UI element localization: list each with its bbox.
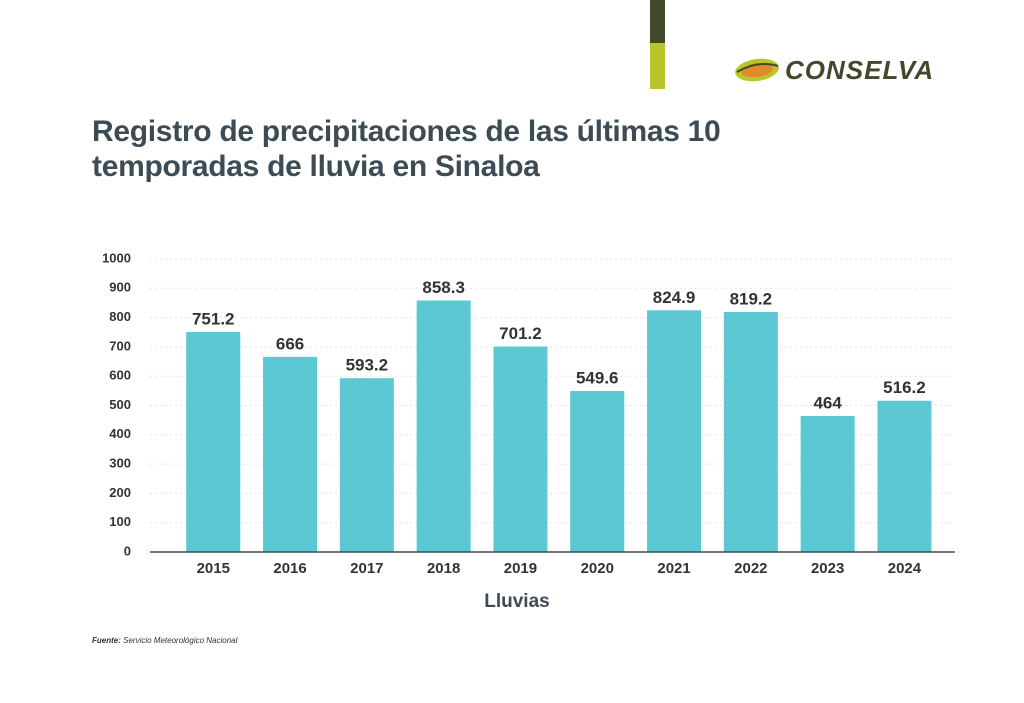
y-tick-label: 800 [109, 309, 131, 324]
bar [416, 300, 471, 552]
value-label: 516.2 [883, 378, 926, 397]
bar [723, 311, 778, 552]
x-tick-label: 2024 [888, 560, 922, 577]
value-label: 593.2 [346, 356, 389, 375]
value-label: 666 [276, 334, 304, 353]
y-tick-label: 700 [109, 338, 131, 353]
brand-bar-light [650, 43, 665, 89]
source-label: Fuente: [92, 636, 121, 645]
value-label: 701.2 [499, 324, 542, 343]
y-tick-label: 200 [109, 485, 131, 500]
x-tick-label: 2017 [350, 560, 383, 577]
bar [339, 378, 394, 552]
y-tick-label: 500 [109, 397, 131, 412]
logo-icon [735, 58, 779, 82]
value-label: 858.3 [422, 278, 465, 297]
value-label: 751.2 [192, 309, 235, 328]
y-tick-label: 1000 [102, 250, 131, 265]
y-tick-label: 300 [109, 456, 131, 471]
x-axis-title: Lluvias [484, 591, 549, 612]
value-label: 819.2 [730, 289, 773, 308]
value-label: 824.9 [653, 288, 696, 307]
chart-title: Registro de precipitaciones de las últim… [92, 115, 721, 183]
value-label: 464 [813, 394, 842, 413]
x-tick-label: 2020 [581, 560, 614, 577]
bar [263, 356, 318, 552]
y-tick-label: 100 [109, 514, 131, 529]
bar [647, 310, 702, 552]
value-label: 549.6 [576, 368, 619, 387]
brand-name: CONSELVA [785, 55, 934, 85]
brand-bar-dark [650, 0, 665, 43]
source-text: Servicio Meteorológico Nacional [123, 636, 238, 645]
x-tick-label: 2016 [273, 560, 306, 577]
y-tick-label: 600 [109, 368, 131, 383]
bar [186, 331, 241, 552]
source: Fuente: Servicio Meteorológico Nacional [92, 636, 237, 645]
x-tick-label: 2018 [427, 560, 460, 577]
x-tick-label: 2023 [811, 560, 844, 577]
bar [493, 346, 548, 552]
bar [800, 416, 855, 552]
y-tick-label: 0 [124, 543, 131, 558]
x-tick-label: 2022 [734, 560, 767, 577]
x-tick-label: 2021 [657, 560, 690, 577]
bar [570, 390, 625, 552]
x-tick-label: 2019 [504, 560, 537, 577]
y-tick-label: 900 [109, 280, 131, 295]
y-tick-label: 400 [109, 426, 131, 441]
bar [877, 400, 932, 552]
x-tick-label: 2015 [197, 560, 230, 577]
